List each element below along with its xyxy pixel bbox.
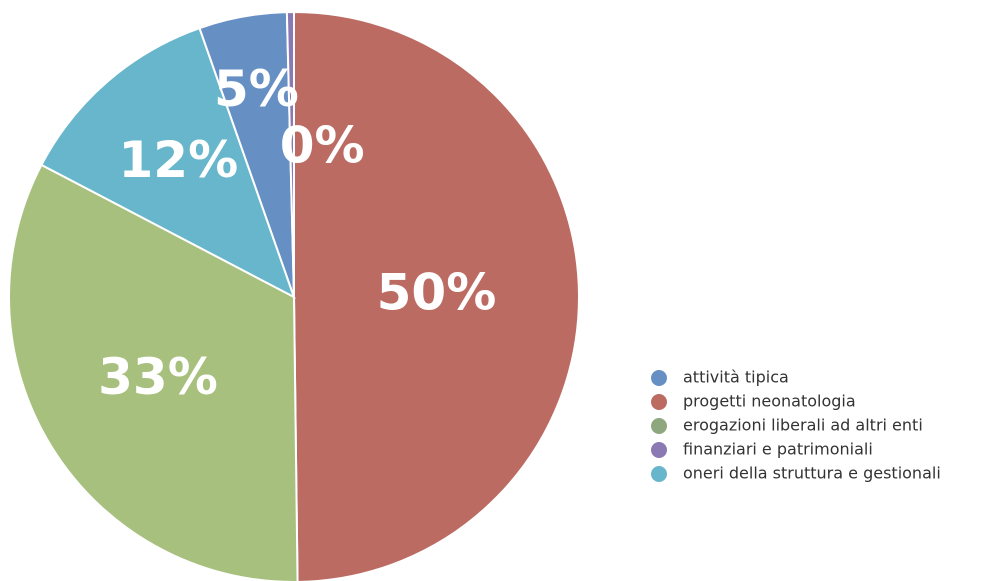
legend-swatch xyxy=(651,370,667,386)
slice-label: 0% xyxy=(280,116,365,174)
legend-swatch xyxy=(651,466,667,482)
slice-label: 33% xyxy=(98,348,218,406)
legend-label: attività tipica xyxy=(683,368,789,387)
pie-slice xyxy=(40,26,296,300)
pie-slice xyxy=(8,163,299,581)
legend-swatch xyxy=(651,418,667,434)
slice-label: 12% xyxy=(119,131,239,189)
legend-label: progetti neonatologia xyxy=(683,392,856,411)
slice-label: 5% xyxy=(214,60,299,118)
legend-label: erogazioni liberali ad altri enti xyxy=(683,416,923,435)
legend-swatch xyxy=(651,394,667,410)
pie-slice xyxy=(293,10,581,581)
legend-label: oneri della struttura e gestionali xyxy=(683,464,941,483)
legend-label: finanziari e patrimoniali xyxy=(683,440,873,459)
slice-label: 50% xyxy=(377,264,497,322)
legend-swatch xyxy=(651,442,667,458)
pie-slice xyxy=(285,10,295,298)
